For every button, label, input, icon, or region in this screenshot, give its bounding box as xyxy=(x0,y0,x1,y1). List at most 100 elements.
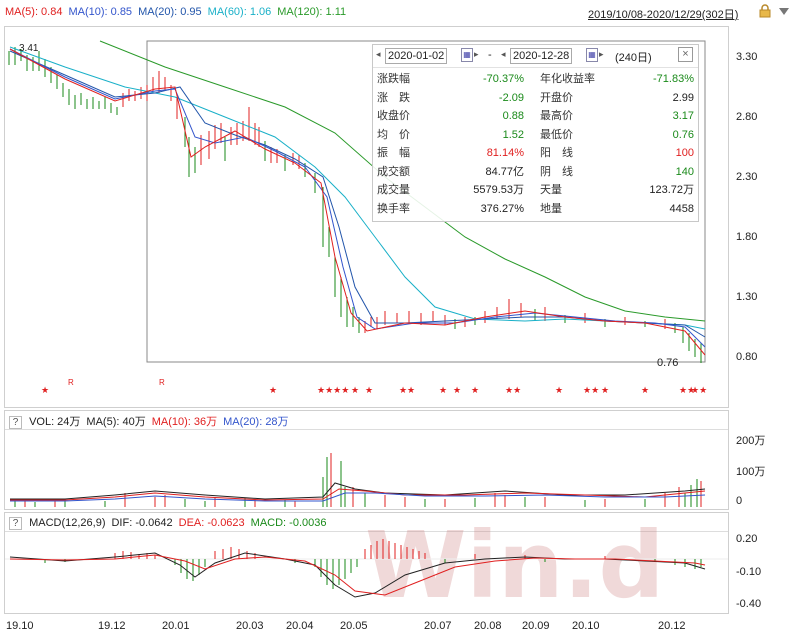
end-date-field[interactable]: 2020-12-28 xyxy=(510,48,573,64)
triangle-down-icon[interactable] xyxy=(778,6,790,16)
high-price-label: 3.41 xyxy=(19,43,39,54)
next-end-date-icon[interactable]: ▸ xyxy=(599,49,604,59)
stat-row: 涨 跌 -2.09 开盘价 2.99 xyxy=(377,89,694,107)
date-tick: 20.07 xyxy=(424,620,452,632)
price-tick: 1.80 xyxy=(736,231,758,243)
stat-value: 3.17 xyxy=(672,110,694,122)
ma60-value: MA(60): 1.06 xyxy=(207,6,272,18)
stats-header: ◂ 2020-01-02 ▦ ▸ - ◂ 2020-12-28 ▦ ▸ (240… xyxy=(373,45,698,68)
svg-text:★: ★ xyxy=(365,386,373,396)
stat-label: 最高价 xyxy=(540,110,573,122)
stat-value: 4458 xyxy=(669,202,694,215)
start-date-field[interactable]: 2020-01-02 xyxy=(385,48,448,64)
close-icon[interactable]: × xyxy=(678,47,693,62)
date-tick: 19.12 xyxy=(98,620,126,632)
r-marker: R xyxy=(159,378,165,387)
days-count: (240日) xyxy=(615,52,652,64)
help-icon[interactable]: ? xyxy=(9,416,22,429)
volume-tick: 100万 xyxy=(736,466,766,478)
stat-value: -2.09 xyxy=(498,91,524,104)
vol-value: VOL: 24万 xyxy=(29,416,81,428)
stat-label: 阴 线 xyxy=(540,165,573,178)
price-tick: 2.80 xyxy=(736,111,758,123)
stat-row: 均 价 1.52 最低价 0.76 xyxy=(377,126,694,144)
stat-label: 天量 xyxy=(540,184,562,196)
stat-label: 成交量 xyxy=(377,184,410,196)
volume-tick: 0 xyxy=(736,495,743,507)
stat-label: 涨 跌 xyxy=(377,91,410,104)
date-separator: - xyxy=(488,49,492,61)
svg-text:★★: ★★ xyxy=(679,386,695,396)
stat-row: 涨跌幅 -70.37% 年化收益率 -71.83% xyxy=(377,70,694,88)
date-tick: 20.05 xyxy=(340,620,368,632)
date-tick: 20.09 xyxy=(522,620,550,632)
low-price-label: 0.76 xyxy=(657,357,679,369)
stat-row: 成交量 5579.53万 天量 123.72万 xyxy=(377,181,694,199)
date-tick: 20.03 xyxy=(236,620,264,632)
price-tick: 1.30 xyxy=(736,291,758,303)
stat-label: 阳 线 xyxy=(540,147,573,159)
calendar-icon[interactable]: ▦ xyxy=(586,48,598,62)
volume-chart[interactable]: ? VOL: 24万 MA(5): 40万 MA(10): 36万 MA(20): 2… xyxy=(4,410,729,510)
prev-date-icon[interactable]: ◂ xyxy=(376,49,381,59)
stat-row: 振 幅 81.14% 阳 线 100 xyxy=(377,144,694,162)
stat-value: 140 xyxy=(675,165,694,178)
dea-value: DEA: -0.0623 xyxy=(178,517,245,529)
stat-label: 地量 xyxy=(540,202,562,215)
date-tick: 20.04 xyxy=(286,620,314,632)
svg-text:★: ★ xyxy=(439,386,447,396)
date-tick: 20.01 xyxy=(162,620,190,632)
date-tick: 20.10 xyxy=(572,620,600,632)
macd-value: MACD: -0.0036 xyxy=(250,517,327,529)
svg-text:★: ★ xyxy=(351,386,359,396)
macd-chart[interactable]: ? MACD(12,26,9) DIF: -0.0642 DEA: -0.0623 M… xyxy=(4,512,729,614)
svg-text:★★★★: ★★★★ xyxy=(317,386,349,396)
stat-value: -70.37% xyxy=(483,73,524,85)
prev-end-date-icon[interactable]: ◂ xyxy=(501,49,506,59)
svg-text:★: ★ xyxy=(641,386,649,396)
help-icon[interactable]: ? xyxy=(9,517,22,530)
date-tick: 19.10 xyxy=(6,620,34,632)
svg-text:★: ★ xyxy=(471,386,479,396)
price-chart[interactable]: ★ ★ ★★★★ ★ ★ ★ ★ ★ ★ ★ ★★ ★ ★★ ★ ★ ★★ ★★ 3.41 0.76 … xyxy=(4,26,729,408)
interval-stats-panel[interactable]: ◂ 2020-01-02 ▦ ▸ - ◂ 2020-12-28 ▦ ▸ (240… xyxy=(372,44,699,222)
stat-value: 5579.53万 xyxy=(473,184,524,196)
calendar-icon[interactable]: ▦ xyxy=(461,48,473,62)
stat-value: 376.27% xyxy=(480,202,524,215)
r-marker: R xyxy=(68,378,74,387)
lock-icon[interactable] xyxy=(758,4,772,18)
price-tick: 2.30 xyxy=(736,171,758,183)
stat-row: 换手率 376.27% 地量 4458 xyxy=(377,200,694,218)
svg-text:★: ★ xyxy=(41,386,49,396)
stat-label: 振 幅 xyxy=(377,147,410,159)
stat-label: 开盘价 xyxy=(540,91,573,104)
macd-params: MACD(12,26,9) xyxy=(29,517,106,529)
stat-value: 81.14% xyxy=(486,147,524,159)
stat-label: 均 价 xyxy=(377,128,410,141)
vol-ma20: MA(20): 28万 xyxy=(223,416,289,428)
date-tick: 20.12 xyxy=(658,620,686,632)
ma-legend: MA(5): 0.84 MA(10): 0.85 MA(20): 0.95 MA(60… xyxy=(5,6,352,18)
price-tick: 3.30 xyxy=(736,51,758,63)
stat-value: 2.99 xyxy=(672,91,694,104)
svg-text:★: ★ xyxy=(269,386,277,396)
watermark: Win.d xyxy=(365,512,665,619)
ma5-value: MA(5): 0.84 xyxy=(5,6,63,18)
volume-tick: 200万 xyxy=(736,435,766,447)
date-range-link[interactable]: 2019/10/08-2020/12/29(302日) xyxy=(588,9,739,21)
dif-value: DIF: -0.0642 xyxy=(111,517,173,529)
svg-text:★: ★ xyxy=(601,386,609,396)
svg-text:★: ★ xyxy=(407,386,415,396)
stat-row: 收盘价 0.88 最高价 3.17 xyxy=(377,107,694,125)
indicator-header: MA(5): 0.84 MA(10): 0.85 MA(20): 0.95 MA(60… xyxy=(0,0,796,22)
next-date-icon[interactable]: ▸ xyxy=(474,49,479,59)
svg-text:★: ★ xyxy=(399,386,407,396)
macd-tick: -0.10 xyxy=(736,566,762,578)
ma10-value: MA(10): 0.85 xyxy=(68,6,133,18)
stat-value: 0.76 xyxy=(672,128,694,141)
svg-text:★: ★ xyxy=(453,386,461,396)
stat-label: 换手率 xyxy=(377,202,410,215)
stat-label: 收盘价 xyxy=(377,110,410,122)
svg-text:★★: ★★ xyxy=(691,386,707,396)
svg-text:★★: ★★ xyxy=(583,386,599,396)
